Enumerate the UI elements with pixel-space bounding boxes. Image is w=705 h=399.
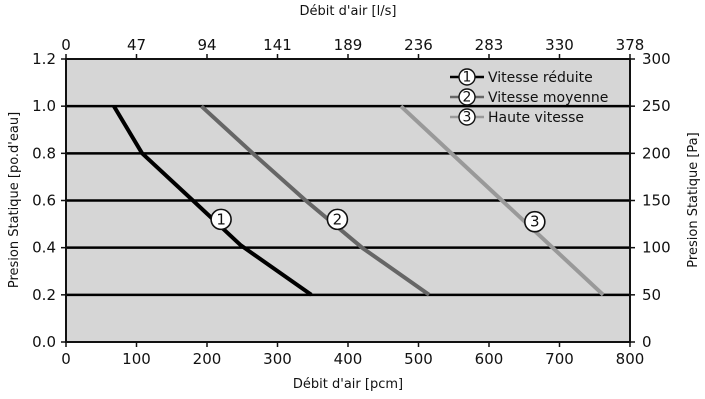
x-tick-label: 300 <box>263 350 292 368</box>
x-tick-label: 400 <box>334 350 363 368</box>
series-line-3 <box>399 104 605 297</box>
y-axis-title: Presion Statique [po.d'eau] <box>7 112 22 288</box>
x-tick-label: 800 <box>616 350 645 368</box>
legend-marker-label-1: 1 <box>463 70 472 86</box>
x2-tick-label: 94 <box>197 36 216 54</box>
y2-tick-label: 300 <box>642 50 671 68</box>
x2-tick-label: 236 <box>404 36 433 54</box>
legend-marker-circle-3 <box>458 108 476 126</box>
x-tick-label: 0 <box>61 350 71 368</box>
y-tick-label: 0.0 <box>32 333 56 351</box>
y-tick-label: 0.6 <box>32 192 56 210</box>
x2-tick-label: 189 <box>334 36 363 54</box>
x2-tick-label: 330 <box>545 36 574 54</box>
curve-marker-label-2: 2 <box>333 210 343 228</box>
legend-marker-label-2: 2 <box>463 90 472 106</box>
legend-marker-circle-2 <box>458 88 476 106</box>
x-axis-title: Débit d'air [pcm] <box>293 377 403 392</box>
legend-label-1: Vitesse réduite <box>488 70 593 86</box>
y2-tick-label: 0 <box>642 333 652 351</box>
x2-tick-label: 283 <box>475 36 504 54</box>
legend-label-3: Haute vitesse <box>488 110 584 126</box>
y-tick-label: 0.2 <box>32 286 56 304</box>
y2-tick-label: 250 <box>642 97 671 115</box>
curve-marker-circle-1 <box>210 208 232 231</box>
grid-lines <box>66 104 630 297</box>
x2-tick-label: 47 <box>127 36 146 54</box>
legend-marker-circle-1 <box>458 68 476 86</box>
y2-axis-title: Presion Statique [Pa] <box>686 132 701 267</box>
y-tick-label: 1.0 <box>32 97 56 115</box>
y2-tick-label: 200 <box>642 144 671 162</box>
legend: 1 Vitesse réduite 2 Vitesse moyenne 3 Haute v… <box>450 68 608 126</box>
curve-marker-label-1: 1 <box>216 210 226 228</box>
x-tick-label: 500 <box>404 350 433 368</box>
x-tick-label: 100 <box>122 350 151 368</box>
series-group: 1 2 3 <box>112 104 605 297</box>
y-tick-label: 0.8 <box>32 144 56 162</box>
y-tick-label: 1.2 <box>32 50 56 68</box>
series-line-2 <box>200 104 431 297</box>
y2-tick-label: 150 <box>642 192 671 210</box>
curve-marker-circle-2 <box>326 208 349 231</box>
x2-tick-label: 141 <box>263 36 292 54</box>
series-line-1 <box>112 105 313 297</box>
legend-marker-label-3: 3 <box>463 110 472 126</box>
legend-label-2: Vitesse moyenne <box>488 90 608 106</box>
y2-tick-label: 100 <box>642 239 671 257</box>
curve-marker-label-3: 3 <box>530 213 540 231</box>
y-tick-label: 0.4 <box>32 239 56 257</box>
y2-tick-label: 50 <box>642 286 661 304</box>
x2-tick-label: 0 <box>61 36 71 54</box>
x-tick-label: 200 <box>193 350 222 368</box>
x2-axis-title: Débit d'air [l/s] <box>300 4 397 19</box>
x-tick-label: 700 <box>545 350 574 368</box>
curve-marker-circle-3 <box>524 210 546 233</box>
x-tick-label: 600 <box>475 350 504 368</box>
x2-tick-label: 378 <box>616 36 645 54</box>
